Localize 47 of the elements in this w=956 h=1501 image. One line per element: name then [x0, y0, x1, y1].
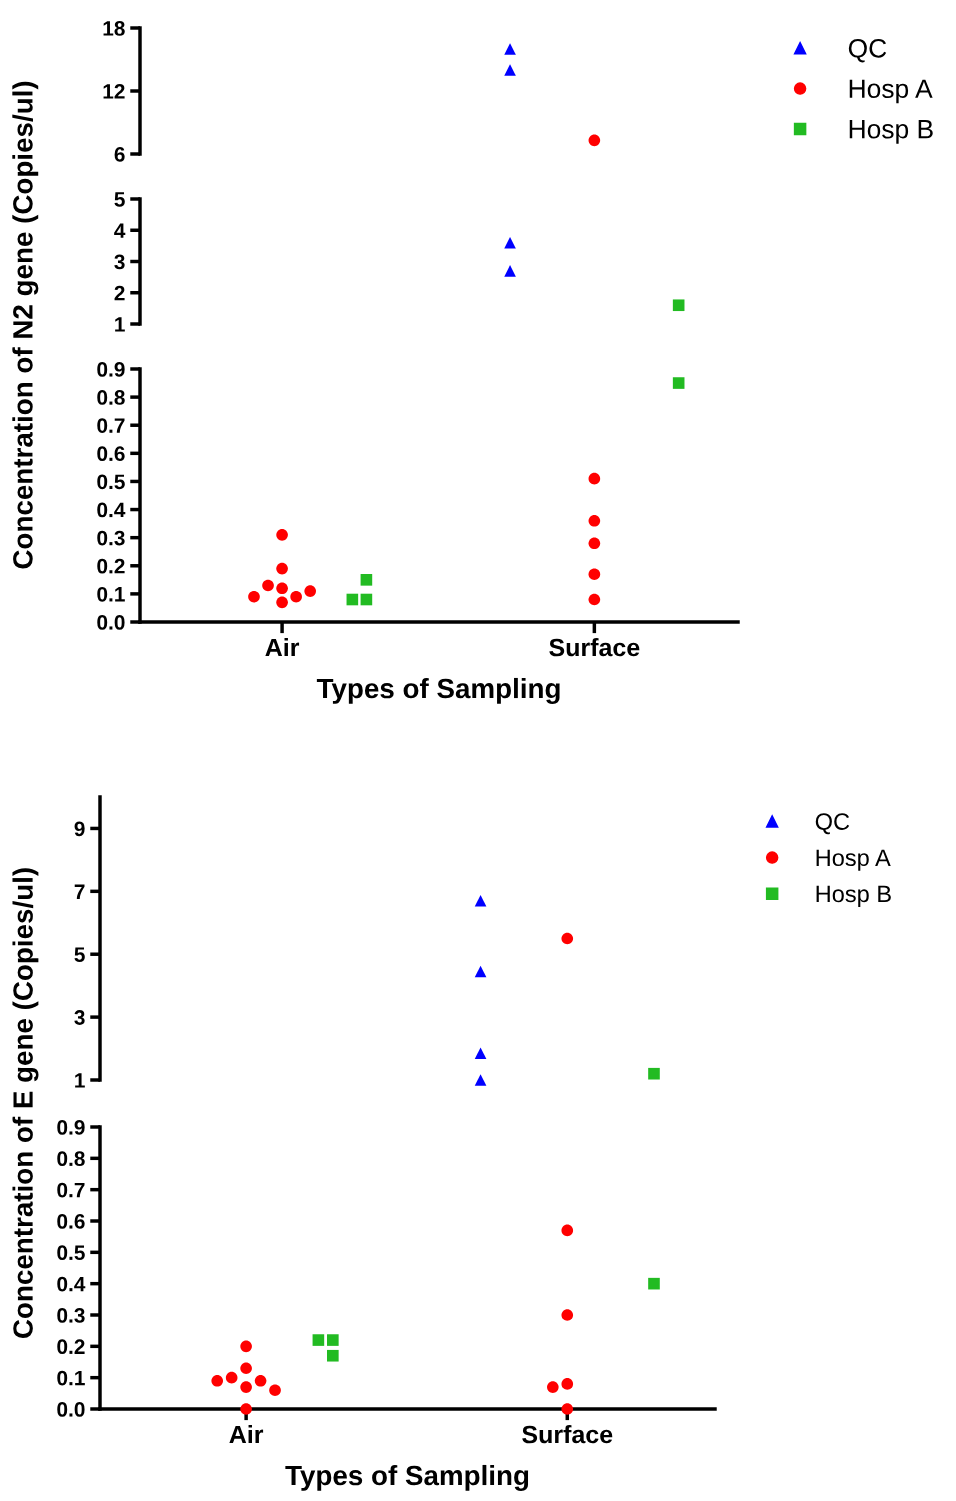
y-tick-label: 0.7: [97, 418, 125, 433]
legend-label: Hosp B: [849, 120, 933, 144]
legend-label: Hosp B: [816, 885, 891, 907]
y-tick-label: 3: [114, 254, 125, 270]
y-tick-label: 0.4: [57, 1276, 86, 1292]
y-tick-label: 12: [103, 84, 125, 99]
x-axis-title: Types of Sampling: [316, 677, 560, 704]
y-tick-label: 18: [103, 21, 125, 36]
x-tick-label: Air: [265, 637, 300, 657]
y-tick-label: 0.0: [97, 615, 125, 630]
y-tick-label: 9: [74, 821, 85, 837]
y-tick-label: 0.4: [97, 502, 126, 518]
x-axis-title: Types of Sampling: [285, 1464, 529, 1491]
y-axis-title: Concentration of E gene (Copies/ul): [12, 868, 39, 1338]
y-tick-label: 6: [114, 147, 125, 162]
x-tick-label: Surface: [549, 637, 640, 657]
legend-label: QC: [815, 813, 850, 835]
y-tick-label: 0.2: [97, 558, 125, 574]
y-tick-label: 2: [114, 285, 125, 301]
y-tick-label: 0.1: [57, 1370, 85, 1386]
y-tick-label: 0.1: [97, 586, 125, 602]
y-tick-label: 1: [115, 317, 125, 332]
y-tick-label: 4: [114, 223, 126, 238]
y-tick-label: 3: [74, 1010, 85, 1025]
y-tick-label: 0.8: [57, 1151, 85, 1167]
y-tick-label: 0.2: [57, 1339, 85, 1355]
legend-label: Hosp A: [816, 849, 891, 871]
x-tick-label: Air: [229, 1424, 264, 1444]
y-tick-label: 0.7: [57, 1182, 85, 1198]
y-tick-label: 0.6: [57, 1214, 85, 1229]
legend-label: QC: [848, 38, 887, 63]
y-tick-label: 7: [74, 884, 85, 899]
x-tick-label: Surface: [522, 1424, 613, 1444]
legend-label: Hosp A: [849, 79, 933, 104]
y-tick-label: 0.0: [57, 1402, 85, 1417]
y-tick-label: 1: [75, 1073, 85, 1088]
y-tick-label: 5: [114, 192, 125, 207]
y-tick-label: 5: [74, 947, 85, 962]
y-axis-title: Concentration of N2 gene (Copies/ul): [12, 81, 39, 569]
y-tick-label: 0.5: [97, 474, 125, 490]
y-tick-label: 0.9: [97, 362, 125, 377]
y-tick-label: 0.3: [97, 530, 125, 546]
y-tick-label: 0.6: [97, 446, 125, 462]
y-tick-label: 0.9: [57, 1120, 85, 1135]
y-tick-label: 0.5: [57, 1245, 85, 1261]
y-tick-label: 0.3: [57, 1308, 85, 1323]
y-tick-label: 0.8: [97, 390, 125, 405]
